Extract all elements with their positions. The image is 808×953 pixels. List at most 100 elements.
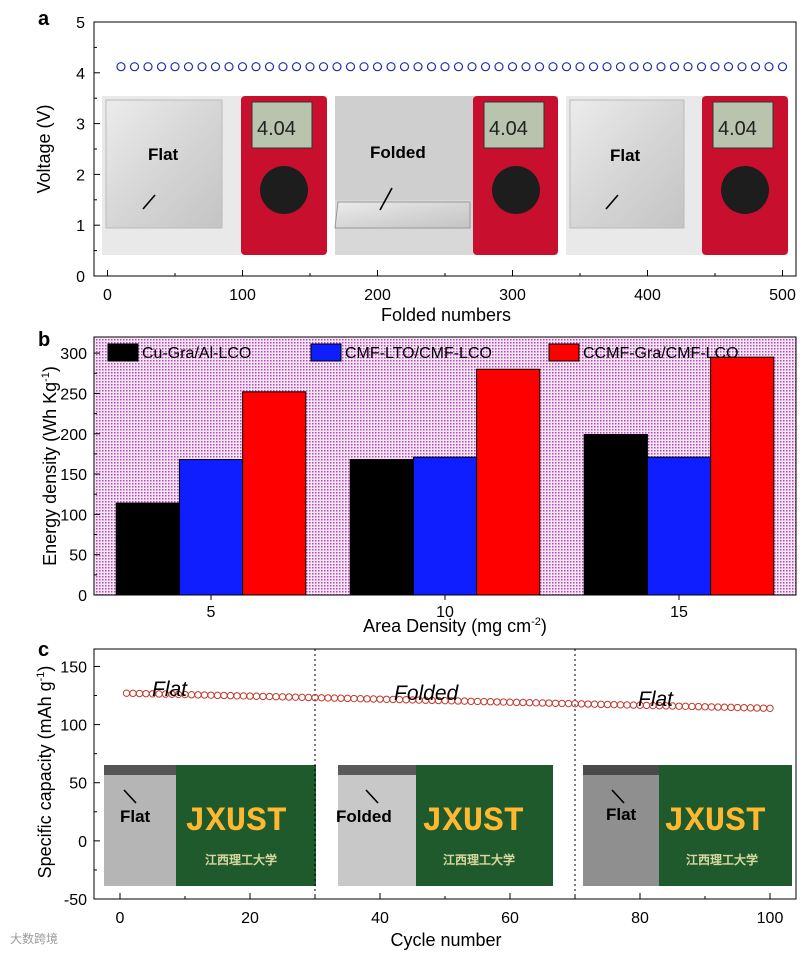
panel-a-ylabel: Voltage (V)	[34, 104, 54, 193]
voltage-point	[737, 62, 747, 72]
voltage-point	[372, 62, 383, 72]
meter-reading-a2: 4.04	[489, 118, 528, 140]
y-tick-label: 100	[60, 718, 87, 735]
x-tick-label: 0	[116, 910, 125, 927]
voltage-point	[278, 62, 288, 72]
legend-swatch-1	[310, 343, 342, 362]
y-tick-label: 1	[76, 218, 85, 235]
segment-label-2: Folded	[394, 682, 460, 705]
panel-b-legend: Cu-Gra/Al-LCO CMF-LTO/CMF-LCO CCMF-Gra/CMF…	[107, 343, 739, 362]
voltage-point	[777, 62, 788, 72]
capacity-point	[766, 704, 774, 713]
voltage-point	[588, 62, 599, 72]
panel-c-photos: Flat JXUST 江西理工大学 Folded JXUST 江西理工大学 Fl…	[104, 765, 792, 886]
watermark-text: 大数跨境	[10, 931, 58, 946]
led-subtext-c3: 江西理工大学	[686, 852, 758, 867]
voltage-point	[426, 62, 437, 72]
x-tick-label: 40	[371, 910, 389, 927]
x-tick-label: 100	[757, 910, 784, 927]
legend-label-0: Cu-Gra/Al-LCO	[142, 345, 251, 362]
inset-label-a3: Flat	[610, 146, 641, 165]
bar-15-2	[710, 356, 775, 596]
y-tick-label: 50	[69, 548, 87, 565]
voltage-point	[237, 62, 248, 72]
multimeter-dial	[492, 166, 540, 214]
legend-swatch-2	[548, 343, 580, 362]
bar-15-1	[646, 456, 712, 596]
flat-battery	[105, 99, 223, 229]
flat-battery	[569, 99, 685, 229]
voltage-point	[507, 62, 518, 72]
voltage-point	[467, 62, 477, 72]
photo-c2: Folded JXUST 江西理工大学	[336, 765, 553, 886]
x-tick-label: 0	[103, 287, 112, 304]
bar-10-1	[412, 456, 478, 596]
voltage-point	[345, 62, 356, 72]
voltage-point	[399, 62, 410, 72]
y-tick-label: 0	[78, 834, 87, 851]
voltage-point	[629, 62, 639, 72]
voltage-point	[602, 62, 612, 72]
panel-c-xlabel: Cycle number	[390, 930, 501, 950]
voltage-point	[521, 62, 531, 72]
panel-b-ylabel: Energy density (Wh Kg-1)	[40, 366, 60, 566]
y-tick-label: 2	[76, 167, 85, 184]
voltage-point	[183, 62, 194, 72]
voltage-point	[453, 62, 464, 72]
x-tick-label: 15	[670, 604, 688, 621]
voltage-point	[332, 62, 342, 72]
flat-battery	[104, 775, 176, 886]
led-text-c3: JXUST	[664, 803, 766, 841]
voltage-point	[534, 62, 545, 72]
inset-label-c1: Flat	[120, 807, 151, 826]
x-tick-label: 10	[436, 604, 454, 621]
voltage-point	[224, 62, 234, 72]
inset-label-c3: Flat	[606, 805, 637, 824]
x-tick-label: 300	[499, 287, 526, 304]
y-tick-label: 150	[60, 659, 87, 676]
voltage-point	[656, 62, 666, 72]
flat-battery	[583, 775, 659, 886]
panel-a-axes: 0 100 200 300 400 500 0 1 2 3 4 5	[76, 15, 796, 304]
segment-label-1: Flat	[152, 678, 188, 701]
legend-swatch-0	[107, 343, 139, 362]
voltage-point	[696, 62, 707, 72]
y-tick-label: 250	[60, 386, 87, 403]
photo-a3: Flat 4.04	[566, 96, 788, 255]
voltage-point	[318, 62, 329, 72]
panel-b-label: b	[38, 329, 50, 351]
y-tick-label: -50	[64, 892, 87, 909]
voltage-point	[683, 62, 693, 72]
photo-a1: Flat 4.04	[102, 96, 327, 255]
meter-reading-a1: 4.04	[257, 118, 296, 140]
voltage-point	[305, 62, 315, 72]
panel-c-axes: 0 20 40 60 80 100 -50 0 50 100 150	[60, 659, 783, 927]
led-board	[659, 765, 792, 886]
x-tick-label: 80	[631, 910, 649, 927]
voltage-point	[156, 62, 167, 72]
x-tick-label: 100	[229, 287, 256, 304]
legend-label-2: CCMF-Gra/CMF-LCO	[583, 345, 739, 362]
voltage-point	[669, 62, 680, 72]
panel-c-ylabel: Specific capacity (mAh g-1)	[35, 666, 55, 879]
voltage-point	[548, 62, 558, 72]
multimeter-dial	[721, 166, 769, 214]
bar-5-1	[178, 459, 244, 596]
panel-a-series	[116, 62, 788, 72]
photo-a2: Folded 4.04	[334, 96, 558, 255]
panel-c: c Flat JXUST 江西理工大学 Folded JXUST 江西理工大学	[35, 639, 797, 950]
panel-c-label: c	[38, 639, 49, 661]
segment-label-3: Flat	[638, 688, 674, 711]
voltage-point	[480, 62, 491, 72]
multimeter-display	[251, 101, 313, 149]
photo-c1: Flat JXUST 江西理工大学	[104, 765, 316, 886]
multimeter-display	[483, 101, 545, 149]
bar-10-0	[349, 459, 414, 596]
voltage-point	[413, 62, 423, 72]
bar-15-0	[583, 434, 648, 596]
y-tick-label: 0	[78, 588, 87, 605]
multimeter-dial	[260, 166, 308, 214]
y-tick-label: 3	[76, 117, 85, 134]
